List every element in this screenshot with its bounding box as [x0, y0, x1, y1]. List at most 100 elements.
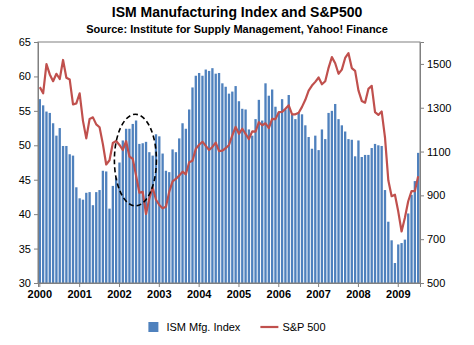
tick-label: 50: [19, 139, 31, 151]
bar: [288, 95, 290, 283]
subtitle: Source: Institute for Supply Management,…: [86, 23, 388, 35]
bar: [351, 140, 353, 283]
bar: [274, 107, 276, 283]
tick-label: 2000: [28, 288, 52, 300]
axis-line: [34, 43, 39, 284]
tick-label: 2003: [147, 288, 171, 300]
tick: 2001: [67, 283, 91, 300]
bar: [178, 138, 180, 283]
bar: [82, 200, 84, 283]
tick: 1100: [420, 146, 451, 158]
bar: [394, 263, 396, 283]
bar: [72, 156, 74, 283]
tick-mark: [34, 180, 38, 181]
bar: [414, 181, 416, 283]
bar: [122, 140, 124, 283]
annotation-ellipse: [114, 114, 156, 206]
bar: [281, 99, 283, 283]
bar: [175, 152, 177, 283]
legend-label: ISM Mfg. Index: [166, 321, 240, 333]
bar: [65, 146, 67, 283]
tick-mark: [34, 145, 38, 146]
tick-mark: [199, 283, 200, 287]
bar: [195, 76, 197, 283]
tick: 500: [420, 277, 445, 289]
bar: [231, 92, 233, 283]
tick-mark: [34, 214, 38, 215]
bar: [98, 190, 100, 283]
tick-label: 2004: [187, 288, 212, 300]
tick-label: 2008: [346, 288, 370, 300]
bar: [188, 109, 190, 283]
bar: [347, 139, 349, 283]
tick-mark: [34, 249, 38, 250]
tick: 2005: [227, 283, 251, 300]
tick-label: 2001: [67, 288, 91, 300]
bar: [317, 150, 319, 283]
bar: [198, 73, 200, 283]
legend: ISM Mfg. Index S&P 500: [148, 321, 325, 333]
legend-swatch: [148, 322, 158, 332]
bar: [55, 136, 57, 283]
bar: [132, 124, 134, 283]
bar: [278, 112, 280, 283]
bar: [298, 113, 300, 283]
bar: [138, 144, 140, 283]
tick-mark: [420, 239, 424, 240]
tick-mark: [34, 283, 38, 284]
tick-mark: [119, 283, 120, 287]
bar: [324, 139, 326, 283]
tick-label: 1100: [427, 146, 451, 158]
tick-mark: [420, 152, 424, 153]
bar: [39, 99, 41, 283]
bar: [417, 153, 419, 283]
line: [40, 53, 418, 231]
bar: [205, 70, 207, 283]
tick-label: 65: [19, 36, 31, 48]
bar: [112, 186, 114, 283]
chart-svg: ISM Manufacturing Index and S&P500Source…: [0, 0, 474, 345]
bar: [381, 146, 383, 283]
tick-label: 2002: [107, 288, 131, 300]
tick: 50: [19, 139, 38, 151]
legend-item: S&P 500: [260, 321, 325, 333]
bar: [407, 213, 409, 283]
bar: [367, 155, 369, 283]
bar: [171, 149, 173, 283]
bar: [52, 123, 54, 283]
bar: [228, 94, 230, 283]
bar: [251, 136, 253, 283]
bar: [152, 156, 154, 283]
tick: 1500: [420, 58, 451, 70]
bar: [374, 144, 376, 283]
bar: [307, 137, 309, 283]
plot-frame: [38, 42, 420, 283]
bar: [238, 101, 240, 283]
bar: [69, 154, 71, 283]
bar: [371, 148, 373, 283]
bar: [191, 87, 193, 283]
tick-label: 45: [19, 174, 31, 186]
bar: [102, 171, 104, 283]
bar: [185, 129, 187, 283]
bar: [241, 109, 243, 283]
bar: [334, 104, 336, 283]
tick-mark: [34, 42, 38, 43]
axis-line: [39, 284, 421, 288]
tick-mark: [420, 108, 424, 109]
legend-swatch: [260, 326, 278, 328]
bar: [181, 123, 183, 283]
tick-mark: [39, 283, 40, 287]
tick: 900: [420, 189, 445, 201]
bar: [161, 154, 163, 283]
tick: 2007: [306, 283, 330, 300]
tick-mark: [420, 195, 424, 196]
bar: [261, 120, 263, 283]
bar: [397, 244, 399, 283]
tick: 700: [420, 233, 445, 245]
tick-label: 500: [427, 277, 445, 289]
tick: 35: [19, 243, 38, 255]
tick-label: 40: [19, 208, 31, 220]
bar: [105, 171, 107, 283]
bar: [301, 114, 303, 283]
